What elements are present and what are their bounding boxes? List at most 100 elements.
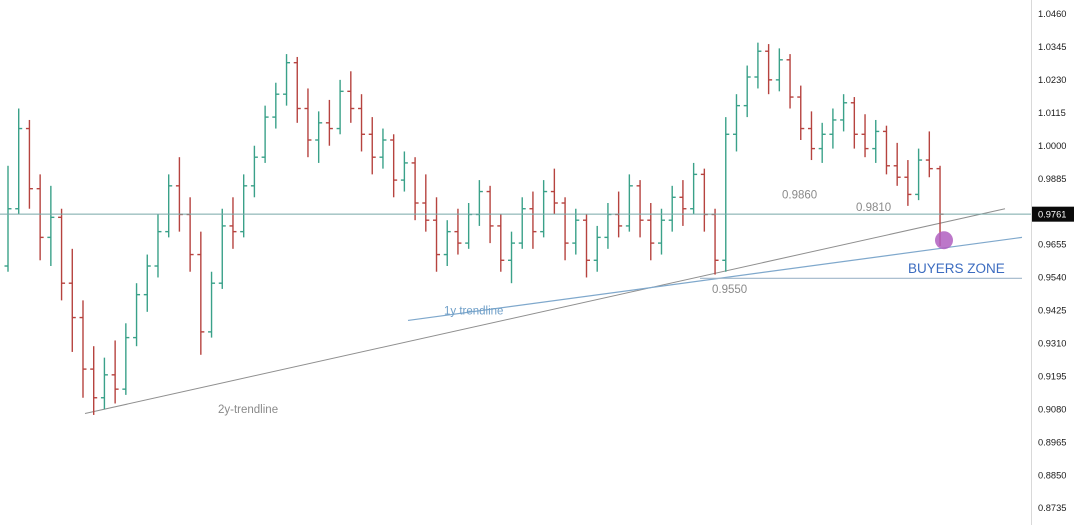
ohlc-bar	[68, 248, 76, 352]
ohlc-bar	[829, 108, 837, 149]
ohlc-bar	[700, 168, 708, 232]
price-tick-label: 1.0230	[1038, 75, 1066, 85]
ohlc-bar	[786, 54, 794, 109]
current-price-value: 0.9761	[1038, 210, 1066, 220]
price-tick-label: 0.8850	[1038, 470, 1066, 480]
ohlc-bar	[497, 214, 505, 272]
ohlc-bar	[647, 203, 655, 261]
price-axis: 1.0460 1.0345 1.0230 1.0115 1.0000 0.9885 0.96…	[1038, 9, 1066, 513]
ohlc-bar	[111, 340, 119, 404]
ohlc-bar	[58, 208, 66, 301]
ohlc-bar	[347, 71, 355, 123]
ohlc-bar	[143, 254, 151, 312]
ohlc-bar	[154, 214, 162, 278]
ohlc-bar	[325, 99, 333, 146]
ohlc-bar	[775, 48, 783, 92]
ohlc-bar	[368, 117, 376, 175]
ohlc-bar	[261, 105, 269, 163]
annotation-0-9550: 0.9550	[712, 284, 747, 296]
ohlc-bar	[518, 197, 526, 249]
ohlc-bar	[15, 108, 23, 215]
ohlc-bar	[283, 54, 291, 106]
ohlc-bar	[197, 231, 205, 355]
price-tick-label: 0.9540	[1038, 273, 1066, 283]
ohlc-bar	[722, 117, 730, 272]
ohlc-bar	[175, 157, 183, 232]
ohlc-bar	[90, 346, 98, 415]
ohlc-bar	[358, 94, 366, 152]
ohlc-bar	[529, 191, 537, 249]
price-tick-label: 1.0000	[1038, 141, 1066, 151]
ohlc-bar	[840, 94, 848, 132]
ohlc-bar	[390, 134, 398, 198]
ohlc-bar	[411, 157, 419, 221]
ohlc-bar	[315, 111, 323, 163]
ohlc-bar	[79, 300, 87, 398]
ohlc-bar	[400, 151, 408, 192]
ohlc-bar	[25, 119, 33, 209]
ohlc-bar	[293, 56, 301, 123]
ohlc-bar	[475, 180, 483, 226]
ohlc-bar	[133, 283, 141, 347]
ohlc-bar	[250, 145, 258, 198]
ohlc-bar	[465, 203, 473, 249]
ohlc-bars	[4, 42, 944, 415]
ohlc-bar	[229, 197, 237, 249]
ohlc-bar	[690, 162, 698, 215]
ohlc-bar	[807, 111, 815, 161]
ohlc-bar	[893, 142, 901, 186]
ohlc-bar	[433, 197, 441, 272]
ohlc-bar	[593, 225, 601, 272]
ohlc-bar	[711, 208, 719, 275]
annotation-0-9810: 0.9810	[856, 202, 891, 214]
annotation-0-9860: 0.9860	[782, 190, 817, 202]
ohlc-bar	[36, 174, 44, 261]
ohlc-bar	[186, 197, 194, 272]
buyers-zone-marker	[935, 231, 953, 250]
ohlc-bar	[925, 131, 933, 178]
price-tick-label: 0.8735	[1038, 503, 1066, 513]
price-tick-label: 0.9885	[1038, 174, 1066, 184]
ohlc-bar	[850, 97, 858, 149]
ohlc-bar	[100, 357, 108, 410]
ohlc-bar	[540, 180, 548, 238]
ohlc-bar	[443, 220, 451, 267]
ohlc-bar	[508, 231, 516, 284]
ohlc-bar	[797, 85, 805, 141]
price-tick-label: 0.9425	[1038, 306, 1066, 316]
price-tick-label: 1.0345	[1038, 42, 1066, 52]
ohlc-bar	[657, 208, 665, 255]
ohlc-bar	[454, 208, 462, 255]
ohlc-bar	[904, 160, 912, 206]
ohlc-bar	[165, 174, 173, 238]
ohlc-bar	[679, 180, 687, 226]
ohlc-bar	[240, 174, 248, 238]
ohlc-bar	[915, 148, 923, 201]
ohlc-bar	[668, 185, 676, 232]
ohlc-bar	[604, 203, 612, 249]
price-tick-label: 0.9080	[1038, 404, 1066, 414]
ohlc-bar	[4, 165, 12, 272]
ohlc-bar	[625, 174, 633, 232]
ohlc-bar	[208, 271, 216, 338]
ohlc-bar	[572, 208, 580, 255]
ohlc-bar	[561, 197, 569, 261]
ohlc-bar	[636, 180, 644, 238]
ohlc-bar	[882, 125, 890, 175]
price-tick-label: 0.9195	[1038, 371, 1066, 381]
ohlc-bar	[732, 94, 740, 152]
ohlc-bar	[422, 174, 430, 232]
price-tick-label: 0.8965	[1038, 437, 1066, 447]
ohlc-bar	[304, 88, 312, 158]
ohlc-bar	[47, 185, 55, 267]
ohlc-bar	[765, 44, 773, 95]
current-price-badge: 0.9761	[1032, 206, 1074, 222]
ohlc-bar	[818, 122, 826, 163]
ohlc-bar	[583, 214, 591, 278]
ohlc-bar	[379, 128, 387, 169]
ohlc-bar	[550, 168, 558, 215]
price-tick-label: 1.0460	[1038, 9, 1066, 19]
ohlc-bar	[272, 82, 280, 129]
